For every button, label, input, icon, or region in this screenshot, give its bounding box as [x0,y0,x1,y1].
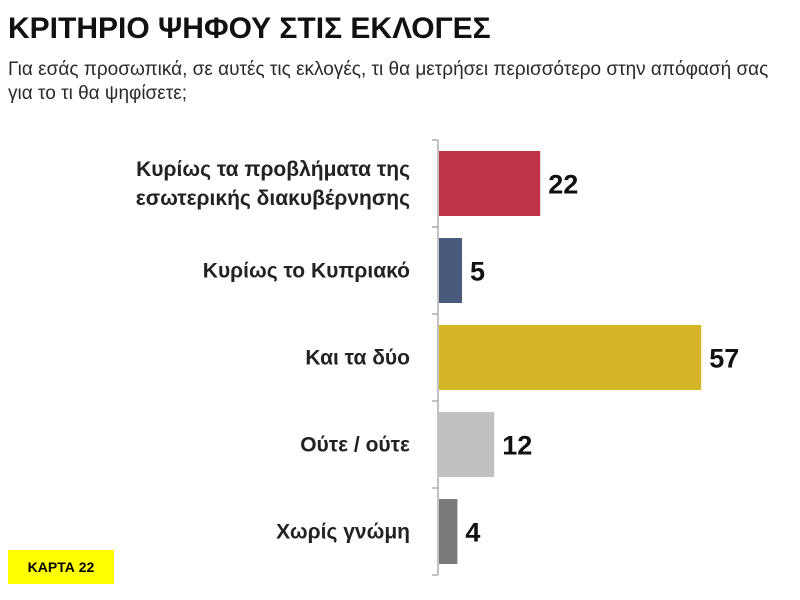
category-label: Κυρίως το Κυπριακό [203,260,410,283]
data-label: 12 [502,431,532,461]
question-text: Για εσάς προσωπικά, σε αυτές τις εκλογές… [8,59,769,104]
category-label: Και τα δύο [305,347,410,370]
bar [439,412,495,477]
card-badge: ΚΑΡΤΑ 22 [8,550,114,584]
data-label: 22 [548,170,578,200]
bar [439,151,541,216]
bar [439,238,462,303]
bar [439,499,458,564]
data-label: 4 [465,518,480,548]
data-label: 57 [709,344,739,374]
category-label: Κυρίως τα προβλήματα της εσωτερικής διακυ… [136,158,410,210]
category-label: Ούτε / ούτε [300,434,410,457]
data-label: 5 [470,257,485,287]
page-title: ΚΡΙΤΗΡΙΟ ΨΗΦΟΥ ΣΤΙΣ ΕΚΛΟΓΕΣ [8,12,491,45]
bar [439,325,702,390]
category-label: Χωρίς γνώμη [276,521,410,544]
